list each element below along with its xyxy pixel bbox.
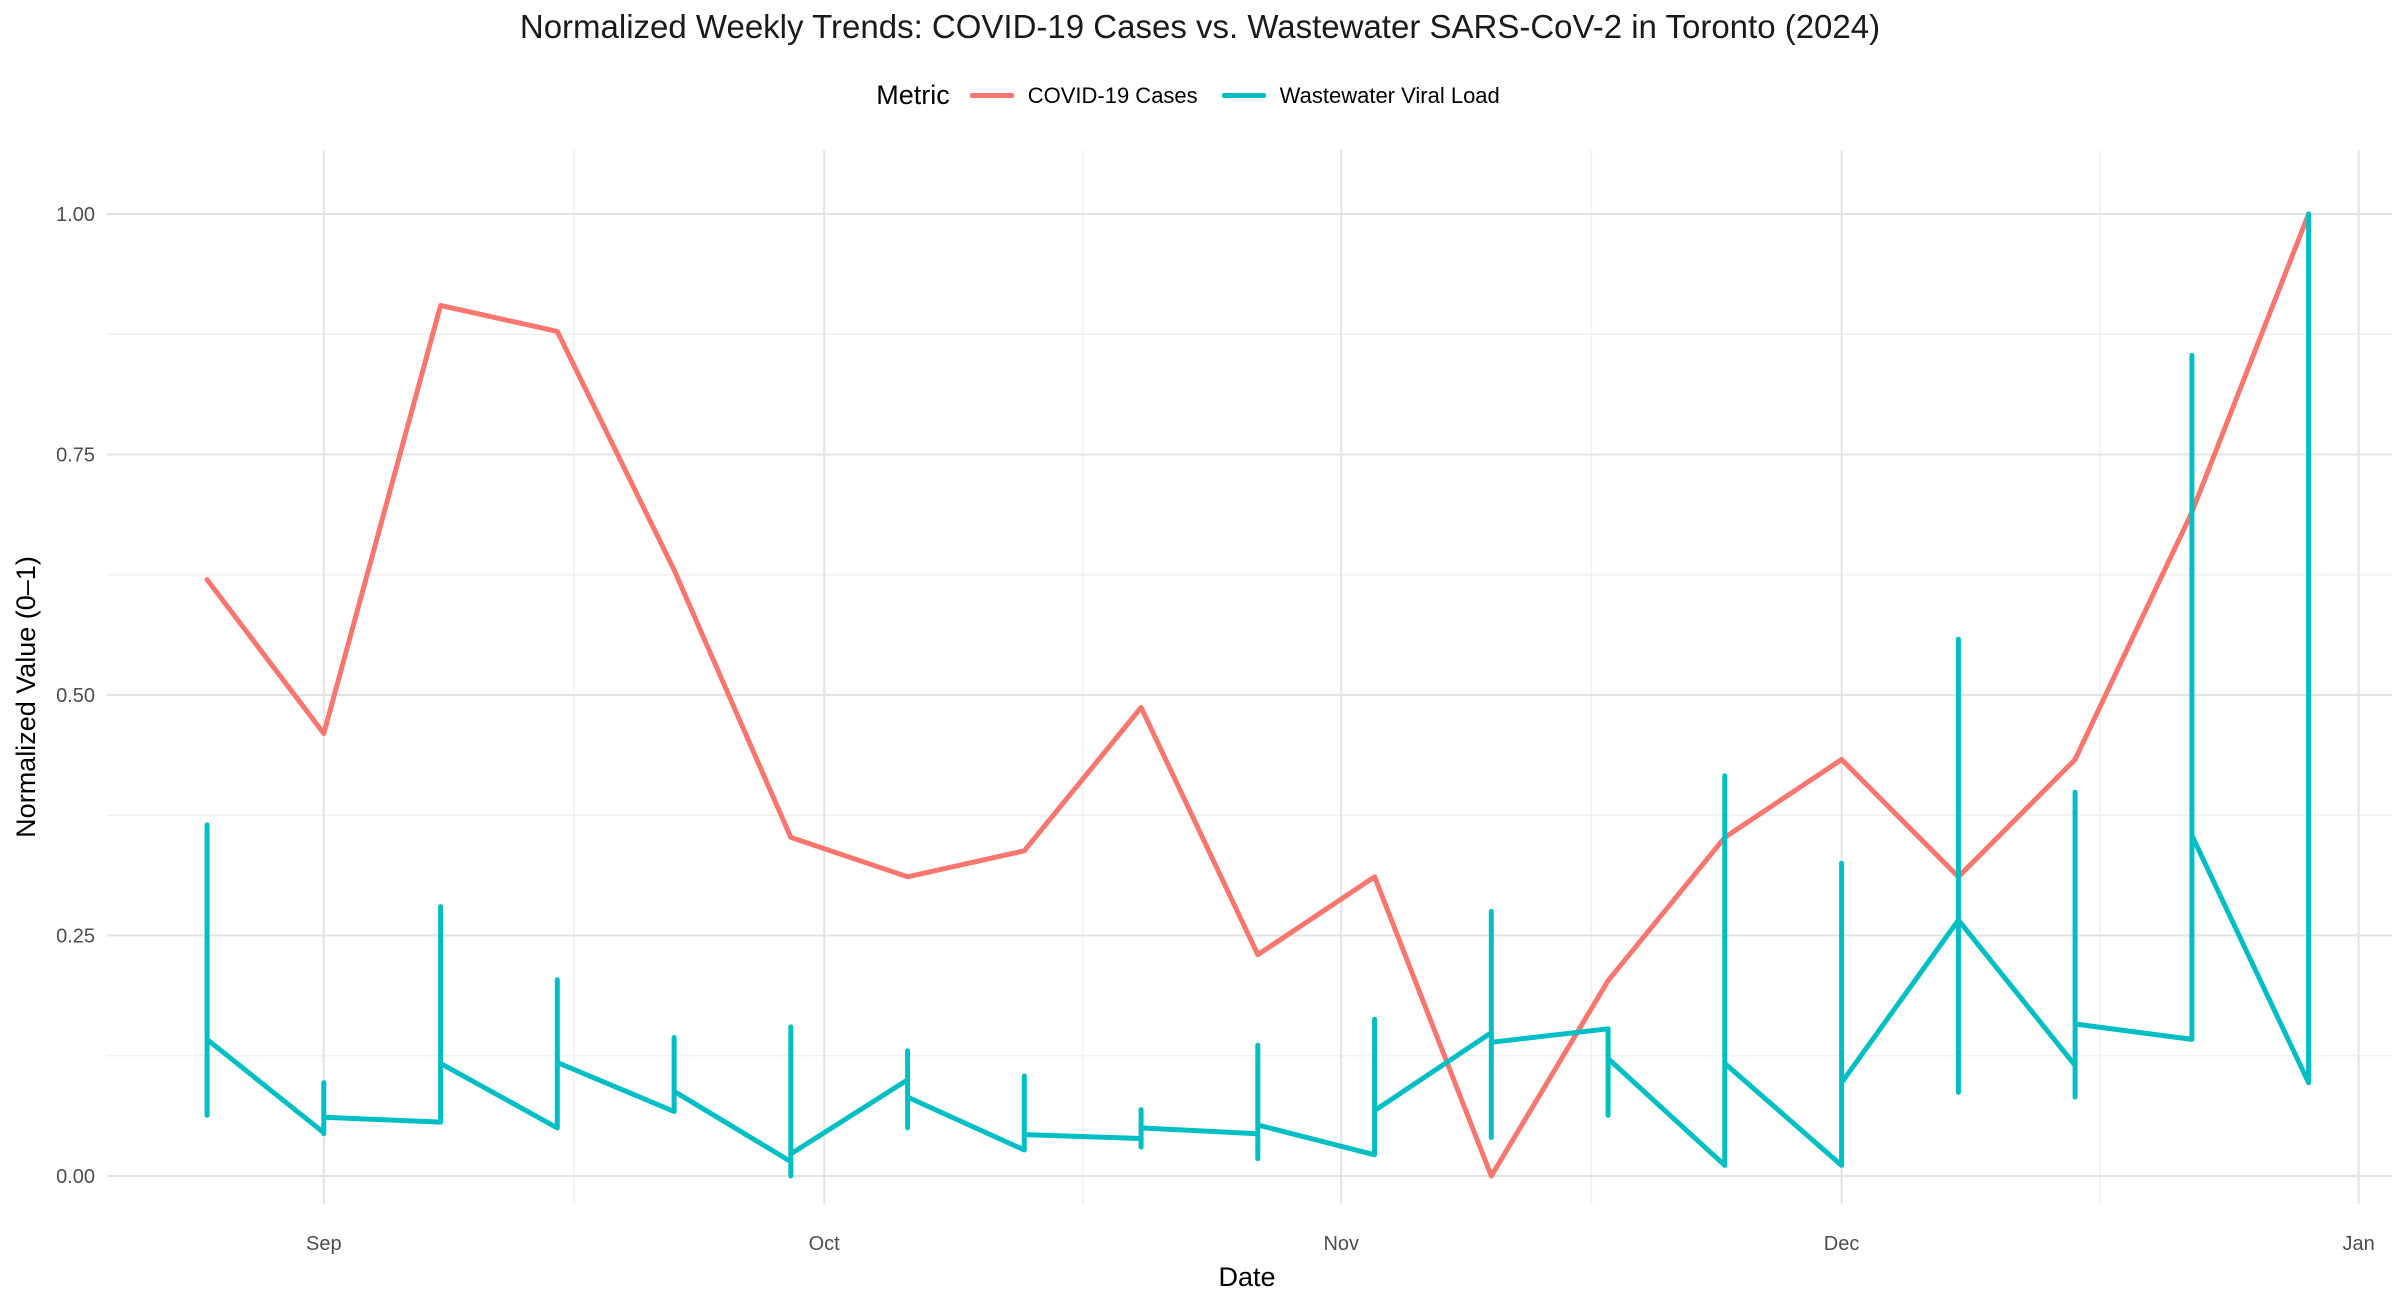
legend-swatch-wastewater xyxy=(1221,93,1266,98)
legend-title: Metric xyxy=(876,80,950,110)
x-axis-title: Date xyxy=(1218,1262,1275,1292)
y-tick-label: 0.25 xyxy=(56,926,95,948)
x-tick-label: Dec xyxy=(1824,1233,1860,1255)
legend-swatch-covid-cases xyxy=(969,93,1014,98)
legend-item-wastewater: Wastewater Viral Load xyxy=(1221,82,1500,109)
y-tick-label: 0.75 xyxy=(56,445,95,467)
y-axis-title: Normalized Value (0–1) xyxy=(11,556,41,838)
y-tick-label: 0.00 xyxy=(56,1166,95,1188)
legend-label-wastewater: Wastewater Viral Load xyxy=(1279,82,1500,108)
legend-label-covid-cases: COVID-19 Cases xyxy=(1027,82,1198,108)
x-tick-label: Oct xyxy=(809,1233,841,1255)
y-tick-label: 1.00 xyxy=(56,204,95,226)
series-layer xyxy=(204,211,2312,1179)
x-tick-label: Nov xyxy=(1323,1233,1359,1255)
x-tick-label: Sep xyxy=(306,1233,342,1255)
minor-gridlines xyxy=(107,150,2392,1204)
y-axis-ticks: 0.00 0.25 0.50 0.75 1.00 xyxy=(56,204,95,1188)
x-axis-ticks: Sep Oct Nov Dec Jan xyxy=(306,1233,2375,1255)
y-tick-label: 0.50 xyxy=(56,685,95,707)
x-tick-label: Jan xyxy=(2343,1233,2375,1255)
legend: Metric COVID-19 Cases Wastewater Viral L… xyxy=(0,80,2400,111)
chart-title: Normalized Weekly Trends: COVID-19 Cases… xyxy=(519,8,1881,45)
legend-item-covid-cases: COVID-19 Cases xyxy=(969,82,1198,109)
series-line-wastewater-viral-load xyxy=(204,211,2312,1179)
major-gridlines xyxy=(107,150,2392,1204)
